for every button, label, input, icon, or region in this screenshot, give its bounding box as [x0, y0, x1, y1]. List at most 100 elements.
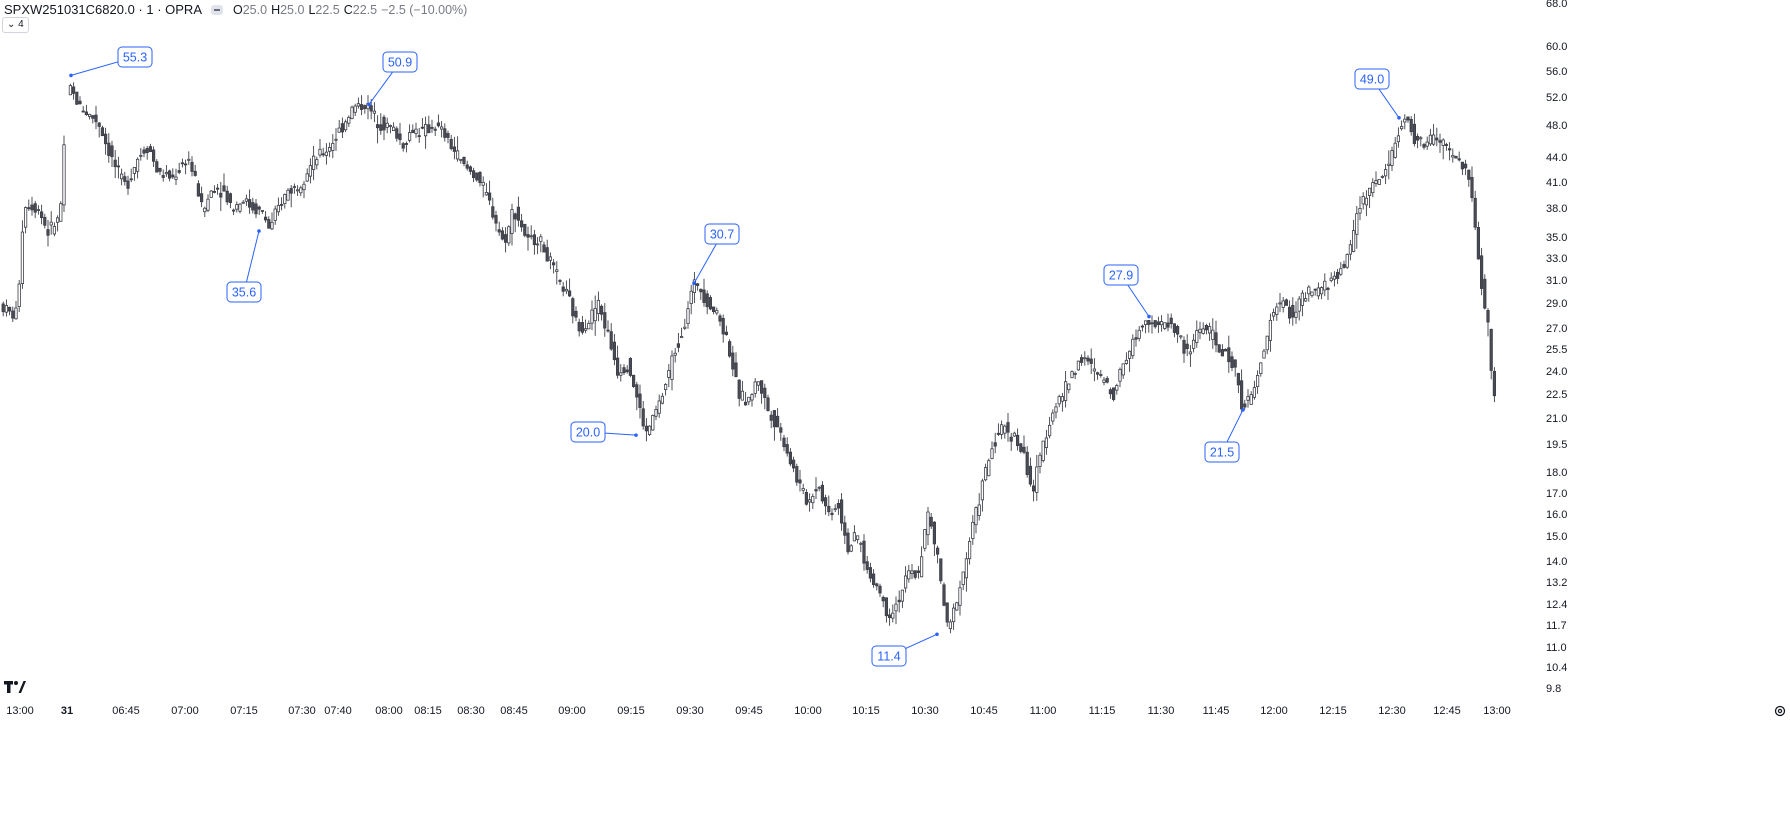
- candle: [542, 241, 546, 253]
- candle-body-up: [1275, 306, 1279, 315]
- price-annotation[interactable]: 20.0: [570, 421, 638, 443]
- candle-body-down: [123, 176, 127, 182]
- candle-body-down: [430, 127, 434, 129]
- open-key: O: [233, 3, 243, 17]
- tradingview-logo-icon[interactable]: [4, 681, 26, 693]
- candle: [1243, 399, 1247, 410]
- gear-icon[interactable]: [1773, 704, 1787, 718]
- candle: [577, 318, 581, 337]
- candle: [1140, 324, 1144, 332]
- candle: [1393, 137, 1397, 159]
- visibility-toggle-icon[interactable]: [211, 5, 223, 15]
- candle: [536, 237, 540, 255]
- candle-body-up: [548, 256, 553, 261]
- price-annotation[interactable]: 55.3: [69, 46, 153, 78]
- time-tick-label: 11:00: [1030, 705, 1057, 717]
- candle: [478, 170, 482, 187]
- candle-body-down: [1313, 288, 1317, 291]
- candle: [1236, 372, 1240, 394]
- candle-body-up: [1364, 197, 1368, 206]
- price-tick-label: 22.5: [1546, 389, 1567, 401]
- candle: [465, 160, 469, 171]
- candle: [1057, 394, 1061, 408]
- candle-body-up: [539, 236, 543, 242]
- candle: [1291, 297, 1295, 326]
- candle-body-down: [1169, 317, 1173, 325]
- candle: [1332, 271, 1336, 287]
- collapse-indicators-button[interactable]: ⌄ 4: [2, 17, 29, 33]
- candle: [1230, 351, 1234, 372]
- candle-body-down: [1489, 328, 1493, 371]
- candle-body-down: [1099, 374, 1103, 376]
- candle-body-down: [843, 522, 847, 536]
- candle-body-down: [190, 161, 194, 172]
- candle: [327, 142, 332, 158]
- price-annotation[interactable]: 27.9: [1103, 264, 1151, 319]
- candle-body-up: [1441, 139, 1445, 146]
- candle: [363, 104, 367, 114]
- candle: [1000, 420, 1004, 440]
- candle-body-up: [1067, 383, 1071, 391]
- change-value: −2.5 (−10.00%): [381, 3, 468, 17]
- candle-body-down: [375, 124, 380, 129]
- candle-body-up: [1307, 286, 1311, 295]
- candle-body-down: [574, 310, 578, 318]
- price-annotation[interactable]: 50.9: [367, 51, 418, 107]
- candle: [964, 552, 969, 592]
- candle-body-down: [251, 202, 255, 211]
- candle-body-up: [187, 158, 191, 161]
- time-tick-label: 08:45: [500, 705, 528, 717]
- candle: [27, 199, 31, 211]
- candle: [702, 278, 706, 307]
- candle: [686, 301, 690, 329]
- candle: [1320, 286, 1324, 300]
- candle: [1217, 344, 1221, 354]
- candle-body-down: [744, 401, 748, 406]
- candle-body-up: [1083, 357, 1087, 360]
- price-annotation[interactable]: 21.5: [1204, 408, 1245, 463]
- time-axis[interactable]: 13:00 31 06:45 07:00 07:15 07:30 07:40 08:00 08:…: [6, 705, 1511, 717]
- candle: [1089, 348, 1093, 374]
- candle: [763, 383, 767, 410]
- candle: [747, 396, 751, 406]
- candle: [1156, 316, 1160, 333]
- candle-body-up: [564, 288, 569, 292]
- candle-body-up: [1432, 134, 1436, 145]
- price-tick-label: 17.0: [1546, 488, 1567, 500]
- candle-body-up: [459, 158, 463, 161]
- candle: [1025, 446, 1029, 478]
- candle: [187, 151, 191, 165]
- candle-body-down: [724, 331, 729, 336]
- candle: [1060, 392, 1064, 412]
- price-annotation[interactable]: 49.0: [1354, 68, 1401, 120]
- candle-body-up: [1211, 329, 1215, 340]
- candle-body-up: [1390, 150, 1394, 166]
- candle: [337, 119, 341, 133]
- candle: [1044, 429, 1048, 455]
- candle: [1204, 323, 1208, 335]
- candle-body-up: [1198, 328, 1202, 333]
- candle: [1480, 247, 1484, 296]
- candle: [948, 619, 953, 634]
- symbol-title[interactable]: SPXW251031C6820.0 · 1 · OPRA: [4, 2, 202, 17]
- candle: [804, 489, 809, 506]
- price-annotation[interactable]: 30.7: [692, 223, 740, 286]
- candle-body-up: [900, 589, 905, 602]
- candle: [926, 507, 930, 546]
- price-annotation[interactable]: 11.4: [871, 632, 939, 667]
- candle-body-up: [817, 486, 821, 489]
- candle: [430, 119, 434, 133]
- candle: [1262, 348, 1266, 359]
- candle: [462, 156, 466, 167]
- price-annotation[interactable]: 35.6: [226, 229, 262, 303]
- price-tick-label: 25.5: [1546, 344, 1567, 356]
- candle: [1384, 163, 1388, 185]
- candle: [776, 408, 780, 428]
- candle: [487, 180, 492, 205]
- candle: [798, 469, 802, 492]
- candle-body-up: [1246, 396, 1250, 401]
- price-axis[interactable]: 68.0 60.0 56.0 52.0 48.0 44.0 41.0 38.0 35.0 33.0…: [1546, 0, 1567, 695]
- candle: [1076, 360, 1080, 371]
